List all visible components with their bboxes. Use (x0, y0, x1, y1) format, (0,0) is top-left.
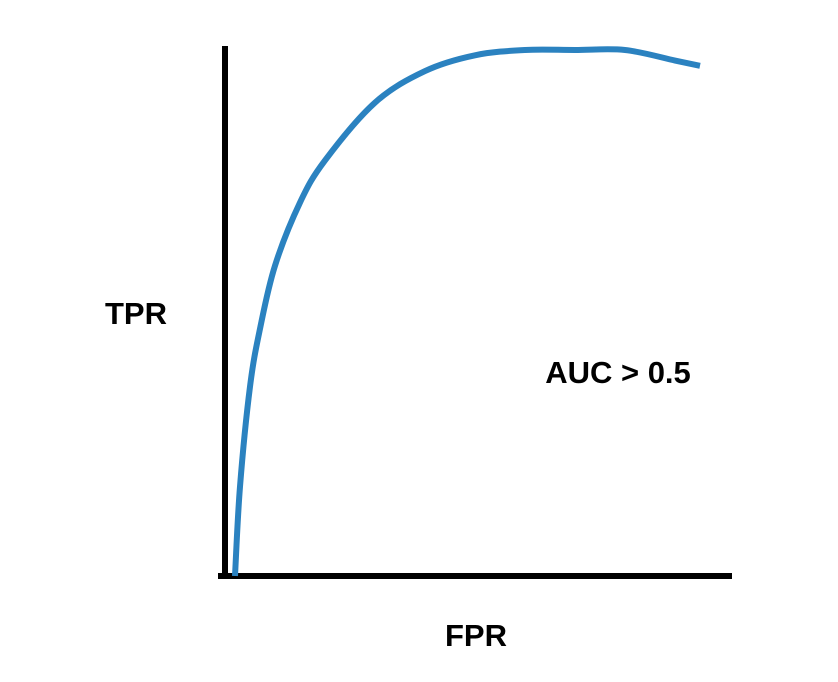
y-axis-label: TPR (105, 296, 167, 331)
auc-annotation: AUC > 0.5 (545, 355, 691, 390)
x-axis-label: FPR (445, 618, 507, 653)
roc-curve (232, 46, 701, 577)
